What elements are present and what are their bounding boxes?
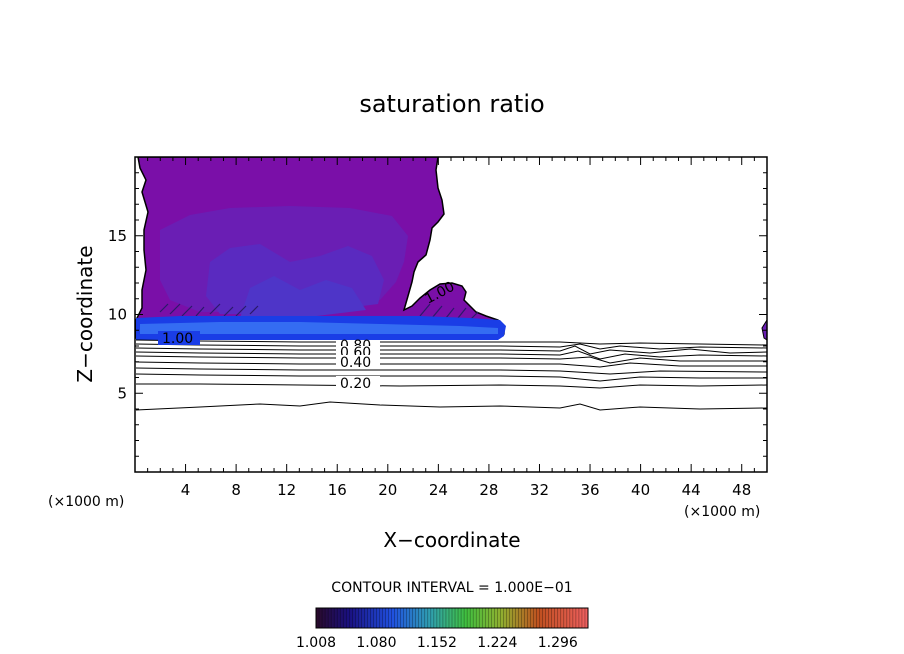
colorbar-ticks: 1.008 1.080 1.152 1.224 1.296 — [296, 635, 578, 651]
colorbar: 1.008 1.080 1.152 1.224 1.296 — [296, 607, 589, 651]
x-tick-label: 12 — [277, 481, 296, 499]
x-tick-label: 36 — [580, 481, 599, 499]
x-axis: 4 8 12 16 20 24 28 32 36 40 44 48 — [147, 157, 755, 499]
chart-title: saturation ratio — [359, 90, 544, 118]
x-tick-label: 44 — [682, 481, 701, 499]
x-tick-label: 16 — [328, 481, 347, 499]
contour-lines — [135, 339, 767, 411]
y-tick-label: 15 — [108, 227, 127, 245]
x-axis-label: X−coordinate — [383, 528, 520, 552]
x-tick-label: 24 — [429, 481, 448, 499]
contour-label: 1.00 — [162, 331, 193, 347]
y-tick-label: 5 — [117, 384, 127, 402]
x-tick-label: 8 — [231, 481, 241, 499]
x-tick-label: 32 — [530, 481, 549, 499]
contour-label: 0.40 — [340, 355, 371, 371]
x-tick-label: 4 — [181, 481, 191, 499]
contour-interval-text: CONTOUR INTERVAL = 1.000E−01 — [331, 580, 572, 596]
saturated-band-light — [140, 322, 498, 334]
colorbar-tick-label: 1.080 — [356, 635, 396, 651]
colorbar-tick-label: 1.152 — [417, 635, 457, 651]
x-tick-label: 28 — [479, 481, 498, 499]
y-tick-label: 10 — [108, 306, 127, 324]
colorbar-tick-label: 1.296 — [538, 635, 578, 651]
contour-labels: 1.00 1.00 0.80 0.60 0.40 0.20 — [158, 279, 457, 392]
z-unit-label: (×1000 m) — [684, 504, 760, 520]
x-tick-label: 48 — [732, 481, 751, 499]
x-unit-label: (×1000 m) — [48, 494, 124, 510]
y-axis: 5 10 15 — [108, 172, 767, 457]
colorbar-tick-label: 1.008 — [296, 635, 336, 651]
band-streaks — [159, 303, 479, 321]
supersat-layer-4 — [240, 276, 366, 318]
colorbar-stripes — [318, 608, 586, 628]
x-tick-label: 20 — [378, 481, 397, 499]
contour-label: 0.20 — [340, 376, 371, 392]
colorbar-tick-label: 1.224 — [477, 635, 517, 651]
x-tick-label: 40 — [631, 481, 650, 499]
y-axis-label: Z−coordinate — [73, 245, 97, 382]
